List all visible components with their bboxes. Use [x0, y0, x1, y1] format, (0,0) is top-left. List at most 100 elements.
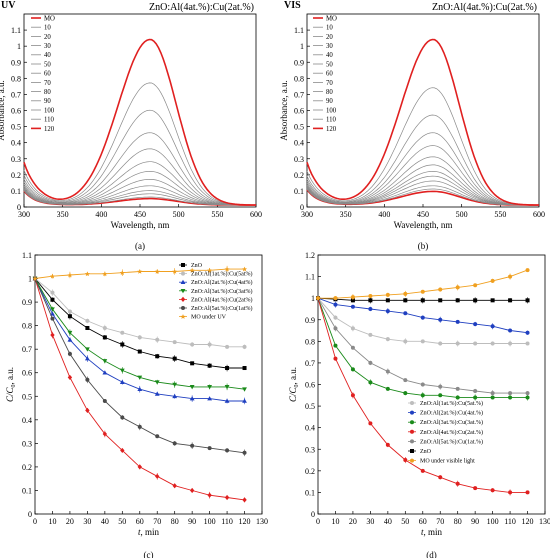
x-tick-label: 0 [316, 517, 320, 526]
legend-label: 50 [326, 61, 333, 68]
data-point [119, 270, 125, 275]
x-axis-label: t, min [421, 527, 443, 537]
x-tick-label: 60 [419, 517, 427, 526]
data-point [32, 276, 38, 281]
data-point [154, 268, 160, 274]
x-tick-label: 450 [134, 210, 146, 219]
data-point [525, 395, 530, 400]
data-point [403, 391, 408, 396]
y-tick-label: 0.5 [11, 123, 21, 132]
data-point [181, 271, 185, 276]
data-point [242, 450, 247, 455]
chart-title: ZnO:Al(4at.%):Cu(2at.%) [149, 2, 254, 13]
data-point [49, 273, 55, 279]
legend-label: 40 [44, 52, 51, 59]
data-point [403, 298, 408, 303]
data-point [525, 268, 530, 273]
legend-label: ZnO:Al(5at.%):Cu(1at%) [191, 305, 252, 312]
x-tick-label: 70 [153, 517, 161, 526]
data-point [50, 316, 55, 321]
x-tick-label: 600 [250, 210, 262, 219]
legend-label: ZnO:Al(1at.%):Cu(5at%) [191, 271, 252, 278]
data-point [102, 431, 108, 437]
x-tick-label: 30 [83, 517, 91, 526]
y-tick-label: 0.4 [294, 139, 304, 148]
y-axis-label: C/C0, a.u. [288, 367, 300, 402]
data-point [525, 391, 530, 396]
legend-label: ZnO:Al(4at.%):Cu(2at.%) [420, 429, 483, 436]
data-point [473, 341, 478, 346]
data-point [385, 309, 390, 314]
y-tick-label: 0.2 [22, 463, 32, 472]
data-point [385, 292, 390, 297]
data-point [385, 442, 390, 447]
y-tick-label: 0.3 [11, 155, 21, 164]
legend-label: ZnO:Al(3at.%):Cu(3at%) [191, 288, 252, 295]
data-point [189, 396, 195, 401]
spectrum-line [23, 38, 256, 206]
data-point [85, 407, 90, 413]
y-tick-label: 1.1 [22, 251, 32, 260]
legend-label: ZnO:Al(2at.%):Cu(4at%) [191, 279, 252, 286]
data-point [50, 311, 55, 316]
data-point [137, 268, 143, 274]
data-point [473, 486, 478, 491]
x-tick-label: 10 [48, 517, 56, 526]
data-point [50, 332, 55, 338]
x-tick-label: 300 [18, 210, 30, 219]
data-point [67, 374, 73, 381]
panel-label: (a) [135, 241, 145, 251]
data-point [242, 344, 247, 349]
data-point [508, 395, 513, 400]
chart-panel-d: 0 10 20 30 40 50 60 70 80 90 100 110 120 13000.10.20.… [288, 251, 550, 558]
data-point [473, 322, 478, 327]
y-tick-label: 0.1 [305, 488, 315, 497]
y-tick-label: 1.1 [294, 26, 304, 35]
data-point [316, 296, 320, 301]
data-point [455, 386, 460, 391]
y-tick-label: 0.3 [22, 439, 32, 448]
data-point [242, 266, 248, 272]
legend-label: 90 [326, 98, 333, 105]
data-point [154, 391, 160, 396]
y-tick-label: 0.8 [294, 74, 304, 83]
data-point [67, 314, 72, 319]
x-tick-label: 350 [340, 210, 352, 219]
x-tick-label: 400 [378, 210, 390, 219]
data-point [155, 337, 160, 342]
y-tick-label: 0.9 [11, 58, 21, 67]
x-tick-label: 450 [417, 210, 429, 219]
legend-label: ZnO [420, 449, 432, 455]
panel-label: (b) [418, 241, 429, 251]
data-point [333, 356, 338, 361]
data-point [85, 325, 90, 330]
series-line [318, 269, 528, 299]
data-point [67, 272, 73, 278]
data-point [67, 337, 73, 342]
y-tick-label: 1.2 [305, 251, 315, 260]
y-tick-label: 0.4 [11, 139, 21, 148]
data-point [120, 330, 125, 335]
data-point [490, 341, 495, 346]
data-point [189, 385, 195, 390]
data-point [172, 393, 178, 399]
y-tick-label: 0 [311, 510, 315, 519]
x-tick-label: 90 [188, 517, 196, 526]
data-point [224, 266, 230, 272]
data-point [333, 302, 338, 307]
x-tick-label: 130 [256, 517, 268, 526]
y-tick-label: 0.9 [305, 316, 315, 325]
spectrum-line [306, 114, 539, 206]
data-point [403, 339, 408, 344]
plot-frame [23, 13, 257, 208]
data-point [490, 298, 495, 303]
y-tick-label: 0.9 [22, 298, 32, 307]
x-axis-label: Wavelength, nm [111, 220, 170, 230]
x-tick-label: 110 [504, 517, 516, 526]
data-point [438, 384, 443, 389]
y-tick-label: 0.2 [11, 171, 21, 180]
data-point [438, 341, 443, 346]
data-point [455, 319, 460, 324]
y-tick-label: 0.7 [11, 90, 21, 99]
x-tick-label: 60 [136, 517, 144, 526]
